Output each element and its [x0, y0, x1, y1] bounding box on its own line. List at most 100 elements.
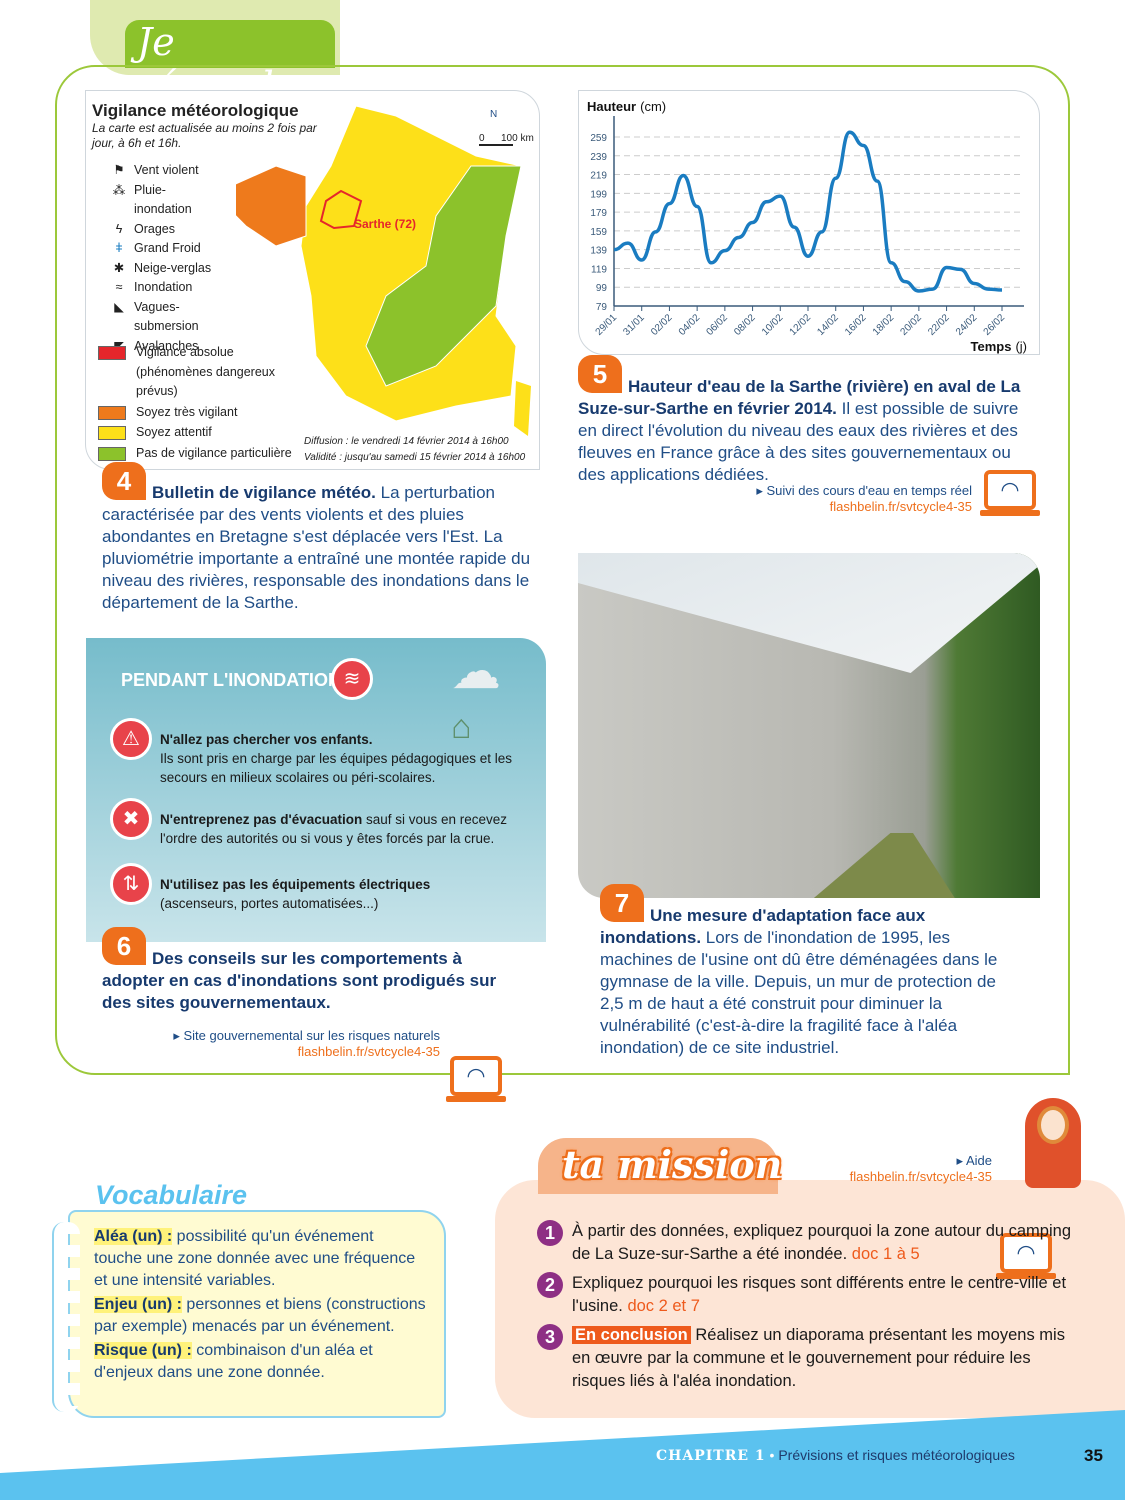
chapter-number: CHAPITRE 1 [656, 1448, 766, 1464]
north-arrow: N [490, 109, 498, 120]
doc7-caption-text: Lors de l'inondation de 1995, les machin… [600, 928, 998, 1057]
mission-item: 2 Expliquez pourquoi les risques sont dif… [537, 1272, 1077, 1318]
map-region-orange [236, 165, 307, 247]
vocab-definition: combinaison d'un aléa et d'enjeux dans u… [94, 1342, 373, 1381]
no-fetch-children-icon: ⚠ [110, 718, 152, 760]
mission-number: 2 [537, 1272, 563, 1298]
x-tick-label: 20/02 [899, 312, 925, 338]
mission-text: À partir des données, expliquez pourquoi… [572, 1220, 1072, 1266]
girl-illustration [1025, 1098, 1081, 1188]
flood-advice-box: PENDANT L'INONDATION ≋ ☁ ⌂ ⚠ N'allez pas c… [86, 638, 546, 942]
x-tick-label: 10/02 [760, 312, 786, 338]
y-tick-label: 199 [590, 189, 607, 200]
legend-label: Avalanches [134, 338, 199, 353]
doc5-link[interactable]: ▸ Suivi des cours d'eau en temps réel fla… [700, 483, 972, 514]
footer-chapter: CHAPITRE 1 • Prévisions et risques météo… [656, 1447, 1015, 1464]
vocab-card: Aléa (un) : possibilité qu'un événement … [68, 1210, 446, 1418]
level-label: Soyez attentif [136, 425, 212, 439]
mission-help-link[interactable]: ▸ Aide flashbelin.fr/svtcycle4-35 [820, 1153, 992, 1184]
mission-text: En conclusion Réalisez un diaporama prés… [572, 1324, 1072, 1393]
level-swatch [98, 446, 126, 461]
vigilance-map-box: Vigilance météorologique La carte est ac… [85, 90, 540, 470]
doc4-caption-text: La perturbation caractérisée par des ven… [102, 483, 531, 612]
vocab-definition: personnes et biens (constructions par ex… [94, 1296, 426, 1335]
help-url[interactable]: flashbelin.fr/svtcycle4-35 [849, 1169, 992, 1184]
y-tick-label: 179 [590, 208, 607, 219]
mission-item: 3 En conclusion Réalisez un diaporama pré… [537, 1324, 1077, 1393]
mission-item: 1 À partir des données, expliquez pourquo… [537, 1220, 1077, 1266]
rule-title: N'entreprenez pas d'évacuation [160, 812, 363, 827]
online-resource-icon[interactable]: ◠ [446, 1056, 506, 1102]
no-evacuation-icon: ✖ [110, 798, 152, 840]
y-tick-label: 159 [590, 227, 607, 238]
avalanche-icon: ◤ [104, 337, 134, 357]
y-tick-label: 99 [596, 283, 608, 294]
thermometer-icon: ǂ [115, 241, 123, 255]
vocab-entry: Enjeu (un) : personnes et biens (constru… [94, 1294, 426, 1338]
doc5-caption: Hauteur d'eau de la Sarthe (rivière) en … [578, 376, 1038, 486]
scale-label: 100 km [501, 133, 534, 144]
phenomena-legend: ⚑ Vent violent ⁂ Pluie-inondation ϟ Orages ǂ Gr… [104, 161, 244, 356]
doc7-caption-title: Une mesure d'adaptation face aux inondat… [600, 906, 926, 947]
doc5-link-url[interactable]: flashbelin.fr/svtcycle4-35 [829, 499, 972, 514]
separator: • [769, 1447, 775, 1463]
doc7-caption: Une mesure d'adaptation face aux inondat… [600, 905, 1020, 1059]
y-tick-label: 259 [590, 133, 607, 144]
doc5-caption-title: Hauteur d'eau de la Sarthe (rivière) en … [578, 377, 1021, 418]
x-tick-label: 16/02 [843, 312, 869, 338]
legend-label: Neige-verglas [134, 260, 212, 275]
mission-number: 1 [537, 1220, 563, 1246]
legend-level: Vigilance absolue (phénomènes dangereux … [98, 343, 298, 402]
content-frame [55, 65, 1070, 1075]
flood-house-icon: ≋ [331, 658, 373, 700]
doc4-caption-title: Bulletin de vigilance météo. [152, 483, 376, 502]
doc6-link-url[interactable]: flashbelin.fr/svtcycle4-35 [297, 1044, 440, 1059]
level-label: Vigilance absolue (phénomènes dangereux … [136, 345, 275, 398]
legend-item: ≈ Inondation [104, 278, 244, 298]
legend-item: ⁂ Pluie-inondation [104, 181, 244, 220]
legend-item: ǂ Grand Froid [104, 239, 244, 259]
conclusion-tag: En conclusion [572, 1326, 691, 1344]
legend-level: Pas de vigilance particulière [98, 444, 298, 464]
y-tick-label: 139 [590, 246, 607, 257]
legend-label: Inondation [134, 280, 193, 294]
sarthe-outline [319, 189, 363, 230]
waves-icon: ≈ [115, 280, 123, 294]
legend-label: Vent violent [134, 163, 199, 177]
page-number: 35 [1084, 1446, 1103, 1465]
chapter-title: Prévisions et risques météorologiques [778, 1447, 1015, 1463]
level-swatch [98, 346, 126, 360]
mission-tab [538, 1138, 778, 1194]
x-tick-label: 02/02 [649, 312, 675, 338]
x-tick-label: 22/02 [926, 312, 952, 338]
snowflake-icon: ✱ [113, 260, 125, 275]
spiral-binding [52, 1222, 80, 1412]
x-tick-label: 04/02 [677, 312, 703, 338]
map-subtitle: La carte est actualisée au moins 2 fois … [92, 121, 317, 150]
vocab-definition: possibilité qu'un événement touche une z… [94, 1228, 416, 1289]
doc6-caption: Des conseils sur les comportements à ado… [102, 948, 522, 1014]
y-axis-title: Hauteur (cm) [587, 99, 666, 114]
online-resource-icon[interactable]: ◠ [996, 1233, 1056, 1279]
y-tick-label: 119 [591, 264, 607, 275]
doc6-link[interactable]: ▸ Site gouvernemental sur les risques na… [150, 1028, 440, 1059]
sarthe-label: Sarthe (72) [354, 217, 417, 231]
france-map [236, 105, 531, 436]
y-tick-label: 219 [590, 171, 607, 182]
rule-text: (ascenseurs, portes automatisées...) [160, 896, 379, 911]
mission-question: Réalisez un diaporama présentant les moy… [572, 1326, 1065, 1390]
water-height-chart-box: Hauteur (cm) 79 99 119 139 159 179 199 219 239 259 2… [578, 90, 1040, 355]
doc-reference: doc 1 à 5 [851, 1245, 920, 1263]
online-resource-icon[interactable]: ◠ [980, 470, 1040, 516]
help-label: ▸ Aide [956, 1153, 992, 1168]
scale-bar: 0 [479, 133, 513, 146]
lightning-icon: ϟ [115, 221, 123, 236]
mission-title: ta mission [562, 1142, 783, 1187]
x-tick-label: 18/02 [871, 312, 897, 338]
vocab-term: Risque (un) : [94, 1342, 192, 1359]
advice-rule: N'utilisez pas les équipements électriqu… [160, 875, 520, 913]
doc6-caption-title: Des conseils sur les comportements à ado… [102, 949, 497, 1012]
advice-rule: N'allez pas chercher vos enfants. Ils son… [160, 730, 520, 787]
legend-item: ◣ Vagues-submersion [104, 298, 244, 337]
rule-title: N'utilisez pas les équipements électriqu… [160, 877, 431, 892]
